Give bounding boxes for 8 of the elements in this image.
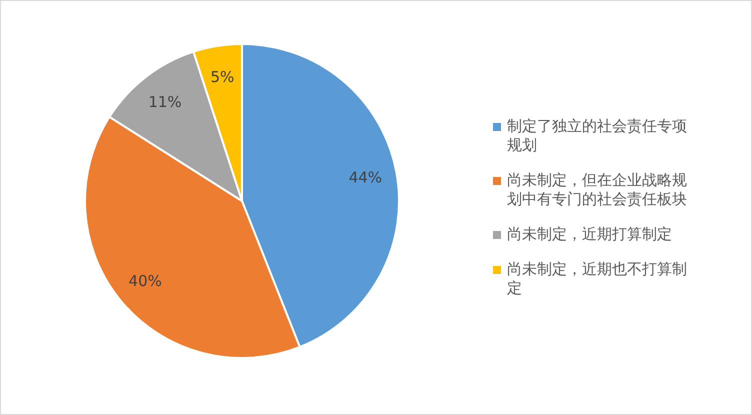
legend-label: 尚未制定，近期也不打算制定 <box>507 260 688 298</box>
data-label: 44% <box>348 168 382 186</box>
legend-label: 尚未制定，近期打算制定 <box>507 225 672 244</box>
data-label: 40% <box>128 272 162 290</box>
legend-label: 尚未制定，但在企业战略规划中有专门的社会责任板块 <box>507 171 688 209</box>
data-label: 11% <box>148 92 182 111</box>
legend-label: 制定了独立的社会责任专项规划 <box>507 117 688 155</box>
data-label: 5% <box>210 68 234 86</box>
